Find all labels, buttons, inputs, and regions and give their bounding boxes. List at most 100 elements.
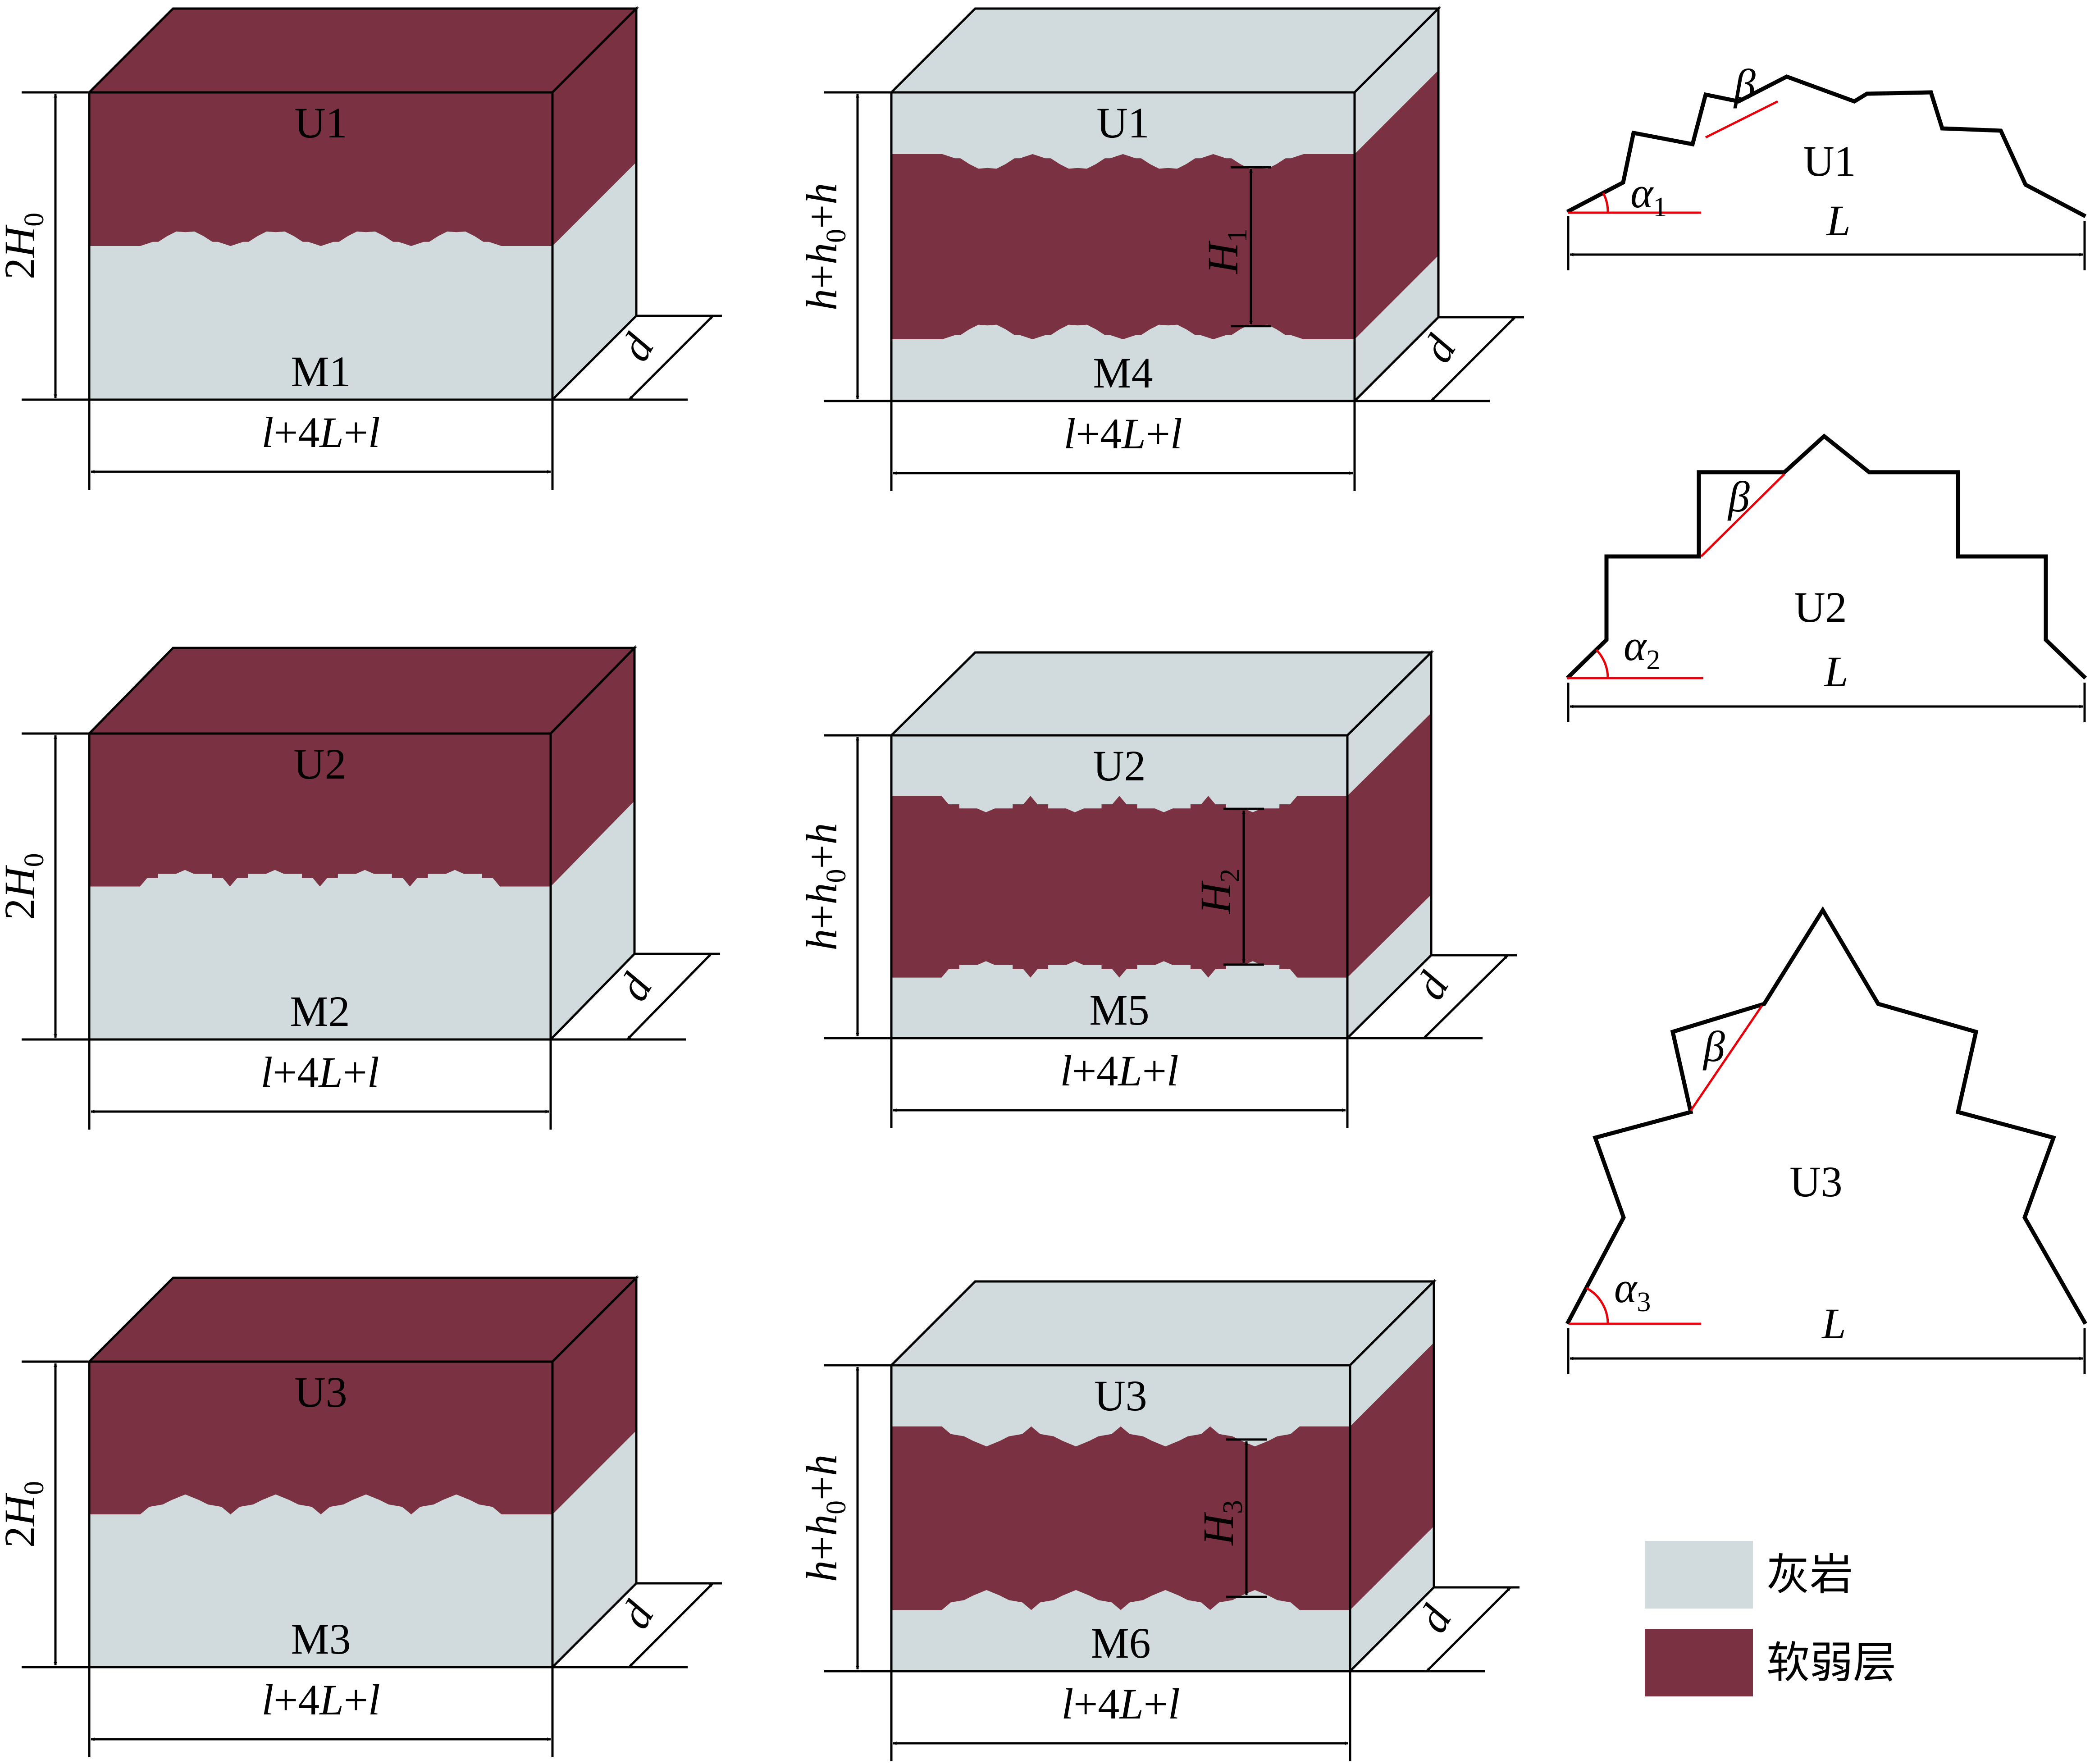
- width-l2: l: [1168, 1680, 1180, 1728]
- weak-layer-side: [552, 1278, 636, 1514]
- width-l1: l: [1060, 1047, 1072, 1095]
- length-label: L: [1823, 647, 1848, 696]
- height-label-subscript: 0: [19, 853, 50, 867]
- model-label: M6: [1091, 1619, 1150, 1667]
- height-label-subscript: 0: [19, 213, 50, 227]
- model-blocks: U1M12H0l+4L+ldU2M22H0l+4L+ldU3M32H0l+4L+…: [0, 5, 1524, 1761]
- height-label-main: h: [798, 289, 846, 310]
- height-label-plus: +: [798, 905, 846, 929]
- height-label-main: 2: [0, 898, 44, 920]
- legend-label-limestone: 灰岩: [1766, 1550, 1853, 1600]
- width-l2: l: [1167, 1047, 1179, 1095]
- width-plus2: +: [343, 1048, 367, 1096]
- width-plus1: +4: [273, 1048, 319, 1096]
- length-label: L: [1825, 196, 1850, 245]
- width-L: L: [1117, 1047, 1142, 1095]
- width-l1: l: [1063, 410, 1076, 458]
- interface-label: U1: [294, 99, 347, 147]
- height-label-main: 2: [0, 1526, 44, 1548]
- width-plus2: +: [1142, 1047, 1167, 1095]
- legend-swatch-limestone: [1645, 1541, 1753, 1609]
- beta-label: β: [1733, 60, 1756, 109]
- profile-u1: α1 β U1 L: [1566, 60, 2087, 270]
- width-L: L: [319, 1676, 343, 1724]
- layer-thickness-symbol: H: [1191, 880, 1240, 915]
- width-plus2: +: [1146, 410, 1170, 458]
- interface-label: U1: [1096, 99, 1149, 147]
- width-plus1: +4: [1073, 1680, 1119, 1728]
- weak-layer-side: [1350, 1342, 1434, 1610]
- depth-label: d: [611, 1593, 663, 1636]
- height-label-tail: h: [798, 1454, 846, 1476]
- legend-swatch-weak-layer: [1645, 1629, 1753, 1696]
- height-label: 2H0: [0, 213, 50, 279]
- width-plus1: +4: [274, 1676, 319, 1724]
- profile-outline: [1565, 906, 2087, 1325]
- width-L: L: [1118, 1680, 1143, 1728]
- model-label: M3: [291, 1615, 351, 1663]
- depth-label: d: [1413, 327, 1465, 370]
- weak-layer-band: [891, 1426, 1350, 1610]
- depth-arrow: [626, 953, 712, 1040]
- top-face: [87, 647, 637, 735]
- interface-label: U2: [293, 740, 346, 788]
- width-label: l+4L+l: [261, 408, 380, 456]
- beta-label: β: [1727, 473, 1750, 521]
- width-plus1: +4: [1072, 1047, 1118, 1095]
- weak-layer-region: [89, 1362, 552, 1514]
- width-plus2: +: [344, 408, 368, 456]
- width-l1: l: [260, 1048, 273, 1096]
- alpha-arc: [1595, 649, 1609, 679]
- alpha-label: α2: [1624, 621, 1660, 675]
- depth-label: d: [609, 965, 662, 1008]
- layer-thickness-label: H2: [1191, 869, 1246, 915]
- width-plus2: +: [344, 1676, 368, 1724]
- beta-line: [1705, 100, 1779, 139]
- height-label-plus2: +: [798, 205, 846, 229]
- layer-thickness-symbol: H: [1199, 241, 1247, 275]
- width-l1: l: [261, 1676, 274, 1724]
- alpha-label: α1: [1630, 169, 1667, 223]
- beta-label: β: [1702, 1022, 1725, 1071]
- width-l1: l: [261, 408, 274, 456]
- weak-layer-side: [1347, 713, 1431, 978]
- depth-arrow: [1426, 1586, 1511, 1672]
- alpha-subscript: 2: [1646, 645, 1660, 675]
- depth-arrow: [628, 1582, 714, 1668]
- width-label: l+4L+l: [261, 1676, 380, 1724]
- profile-name: U2: [1794, 583, 1847, 631]
- beta-line: [1700, 473, 1785, 557]
- top-face: [888, 651, 1434, 737]
- height-label: h+h0+h: [798, 1454, 852, 1582]
- height-label-symbol: H: [0, 1493, 44, 1527]
- interface-label: U3: [1094, 1372, 1147, 1420]
- alpha-symbol: α: [1630, 169, 1654, 217]
- legend: 灰岩 软弱层: [1645, 1541, 1896, 1696]
- height-label: 2H0: [0, 853, 50, 920]
- width-plus2: +: [1144, 1680, 1168, 1728]
- top-face: [888, 7, 1442, 94]
- height-label-main: h: [798, 929, 846, 951]
- height-label: h+h0+h: [798, 183, 852, 310]
- width-l2: l: [1170, 410, 1182, 458]
- width-label: l+4L+l: [260, 1048, 379, 1096]
- weak-layer-side: [1355, 70, 1438, 339]
- width-label: l+4L+l: [1060, 1047, 1178, 1095]
- profile-u3: α3 β U3 L: [1565, 906, 2087, 1374]
- alpha-subscript: 3: [1637, 1287, 1651, 1317]
- height-label-subscript: 0: [821, 229, 852, 243]
- weak-layer-side: [552, 9, 636, 246]
- width-label: l+4L+l: [1061, 1680, 1180, 1728]
- beta-line: [1689, 1005, 1763, 1112]
- weak-layer-region: [89, 734, 551, 887]
- height-label-plus2: +: [798, 844, 846, 869]
- top-face: [888, 1280, 1437, 1367]
- layer-thickness-label: H1: [1199, 228, 1253, 274]
- height-label-plus: +: [798, 1536, 846, 1560]
